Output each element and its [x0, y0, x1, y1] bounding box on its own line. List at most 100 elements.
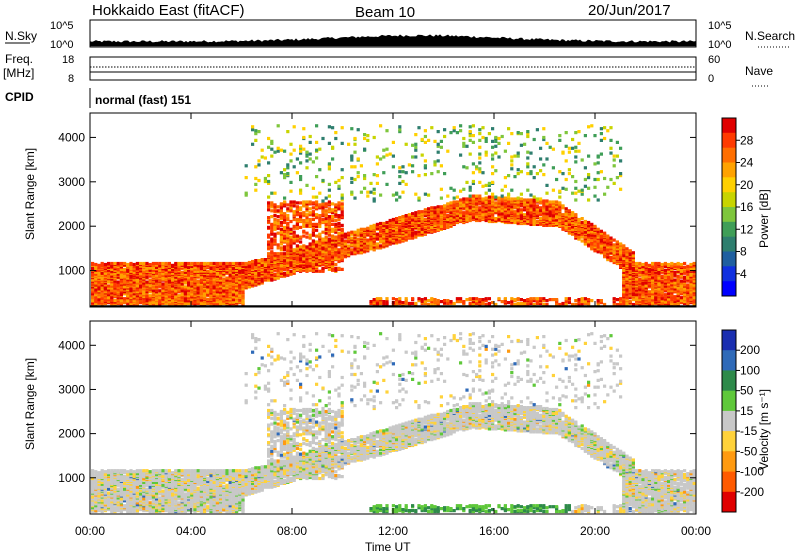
power-cell [292, 148, 296, 152]
power-cell [379, 246, 383, 250]
power-cell [183, 289, 187, 293]
power-cell [286, 239, 290, 243]
power-cell [148, 265, 152, 269]
power-cell [215, 294, 219, 298]
power-cell [286, 272, 290, 276]
power-cell [292, 236, 296, 240]
power-cell [327, 162, 331, 166]
power-cell [542, 173, 546, 177]
power-cell [558, 302, 562, 307]
power-cell [97, 287, 101, 291]
power-cell [289, 227, 293, 231]
power-cell [276, 268, 280, 272]
power-cell [526, 214, 530, 218]
power-cell [158, 263, 162, 267]
power-cell [315, 175, 319, 179]
power-cell [484, 153, 488, 157]
power-cell [612, 251, 616, 255]
power-cell [343, 232, 347, 236]
power-cell [561, 150, 565, 154]
power-cell [289, 271, 293, 275]
power-cell [123, 267, 127, 271]
power-cell [497, 201, 501, 205]
power-cell [478, 170, 482, 174]
power-cell [94, 264, 98, 268]
power-cell [593, 134, 597, 138]
power-cell [148, 262, 152, 267]
power-cell [196, 279, 200, 283]
power-cell [577, 298, 581, 302]
power-cell [420, 137, 424, 142]
power-cell [436, 170, 440, 174]
power-cell [279, 209, 283, 213]
power-cell [369, 235, 373, 239]
power-cell [436, 205, 440, 209]
power-cell [519, 197, 523, 201]
power-cell [545, 299, 549, 303]
power-cell [129, 275, 133, 279]
power-cell [187, 265, 191, 269]
power-cell [369, 181, 373, 185]
power-cell [363, 147, 367, 151]
power-cell [462, 144, 466, 148]
power-cell [324, 217, 328, 221]
power-cell [113, 289, 117, 293]
power-cell [295, 248, 299, 252]
power-cell [561, 213, 565, 217]
power-cell [423, 301, 427, 306]
power-cell [97, 300, 101, 304]
power-cell [468, 214, 472, 218]
power-cell [295, 208, 299, 212]
power-cell [539, 217, 543, 221]
power-cell [251, 263, 255, 267]
power-cell [545, 157, 549, 161]
power-cell [500, 202, 504, 206]
power-cell [151, 284, 155, 288]
power-cell [619, 242, 623, 246]
power-cell [331, 261, 335, 266]
power-cell [311, 160, 315, 164]
power-cell [433, 229, 437, 233]
power-cell [107, 296, 111, 300]
power-cell [244, 270, 248, 274]
power-cell [305, 268, 309, 272]
power-cell [401, 217, 405, 222]
power-cell [305, 150, 309, 154]
power-cell [254, 273, 258, 277]
power-cell [337, 178, 341, 183]
power-cell [449, 218, 453, 223]
power-cell [113, 285, 117, 289]
power-cell [187, 296, 191, 300]
power-cell [206, 261, 210, 266]
power-cell [327, 225, 331, 229]
power-cell [110, 296, 114, 300]
power-cell [411, 212, 415, 216]
power-cell [231, 268, 235, 272]
power-cell [183, 272, 187, 276]
power-cell [356, 244, 360, 248]
power-cell [327, 217, 331, 221]
power-cell [235, 296, 239, 300]
power-cell [315, 195, 319, 199]
power-cell [609, 259, 613, 263]
power-cell [359, 243, 363, 247]
power-cell [283, 252, 287, 256]
power-cell [411, 301, 415, 306]
power-cell [267, 259, 271, 264]
power-cell [212, 267, 216, 271]
power-cell [139, 267, 143, 271]
power-cell [299, 256, 303, 260]
power-cell [295, 201, 299, 205]
power-cell [327, 215, 331, 219]
power-cell [420, 300, 424, 304]
power-cell [423, 297, 427, 301]
power-cell [619, 249, 623, 253]
power-cell [452, 203, 456, 207]
power-cell [583, 223, 587, 227]
power-cell [561, 301, 565, 306]
power-cell [244, 176, 248, 180]
power-cell [273, 239, 277, 243]
power-cell [606, 253, 610, 257]
power-cell [574, 236, 578, 240]
power-cell [603, 240, 607, 244]
